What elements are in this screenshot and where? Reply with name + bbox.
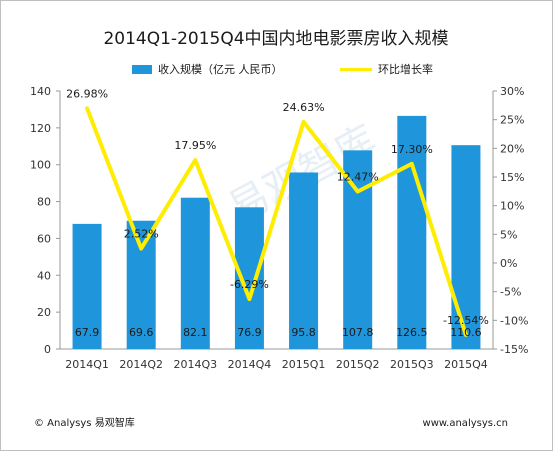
growth-rate-line: [85, 106, 468, 337]
legend-line-label: 环比增长率: [378, 62, 433, 76]
left-tick-label: 60: [37, 232, 51, 245]
left-tick-label: 20: [37, 306, 51, 319]
right-tick-label: 15%: [500, 171, 524, 184]
x-tick-label: 2015Q4: [444, 358, 488, 371]
right-tick-label: 0%: [500, 257, 517, 270]
bar: [289, 172, 319, 349]
line-series: [85, 106, 468, 337]
bar-value-label: 69.6: [129, 326, 154, 339]
line-point: [248, 298, 250, 300]
x-tick-label: 2015Q1: [282, 358, 326, 371]
chart-title: 2014Q1-2015Q4中国内地电影票房收入规模: [103, 29, 448, 49]
bar-value-label: 126.5: [396, 326, 428, 339]
bar-value-label: 76.9: [237, 326, 262, 339]
bar-value-label: 110.6: [450, 326, 482, 339]
right-tick-label: -5%: [500, 286, 521, 299]
line-value-label: 2.52%: [124, 228, 159, 241]
line-value-label: -12.54%: [443, 314, 489, 327]
right-tick-label: 20%: [500, 142, 524, 155]
line-value-label: 17.95%: [174, 139, 216, 152]
x-tick-label: 2015Q2: [336, 358, 380, 371]
x-tick-label: 2014Q4: [228, 358, 272, 371]
bar-value-label: 67.9: [75, 326, 100, 339]
bar: [180, 197, 210, 349]
right-tick-label: 30%: [500, 85, 524, 98]
line-value-label: -6.29%: [230, 278, 269, 291]
line-point: [86, 107, 88, 109]
bar: [397, 115, 427, 349]
left-tick-label: 100: [30, 159, 51, 172]
line-point: [357, 191, 359, 193]
right-tick-label: 5%: [500, 228, 517, 241]
bar: [126, 220, 156, 349]
x-tick-label: 2014Q2: [119, 358, 163, 371]
bar-value-label: 95.8: [291, 326, 316, 339]
right-tick-label: 25%: [500, 114, 524, 127]
left-tick-label: 80: [37, 196, 51, 209]
footer-right: www.analysys.cn: [423, 418, 508, 429]
right-axis-ticks: -15% -10% -5% 0% 5% 10% 15% 20% 25% 30%: [493, 85, 528, 356]
line-point: [411, 163, 413, 165]
left-axis-ticks: 0 20 40 60 80 100 120 140: [30, 85, 60, 356]
line-point: [140, 248, 142, 250]
bar-value-label: 107.8: [342, 326, 374, 339]
x-tick-label: 2014Q3: [173, 358, 217, 371]
line-value-label: 26.98%: [66, 87, 108, 100]
line-value-label: 24.63%: [283, 101, 325, 114]
footer-left: © Analysys 易观智库: [34, 416, 135, 429]
line-point: [303, 121, 305, 123]
legend-bar-label: 收入规模（亿元 人民币）: [158, 62, 283, 76]
line-point: [194, 159, 196, 161]
x-tick-label: 2015Q3: [390, 358, 434, 371]
left-tick-label: 140: [30, 85, 51, 98]
left-tick-label: 40: [37, 269, 51, 282]
right-tick-label: -10%: [500, 314, 528, 327]
left-tick-label: 120: [30, 122, 51, 135]
left-tick-label: 0: [44, 343, 51, 356]
data-labels: 67.9 69.6 82.1 76.9 95.8 107.8 126.5 110.6 26.98…: [66, 87, 489, 339]
right-tick-label: -15%: [500, 343, 528, 356]
bar-value-label: 82.1: [183, 326, 208, 339]
legend-bar-swatch: [132, 65, 152, 74]
x-tick-label: 2014Q1: [65, 358, 109, 371]
bar: [451, 145, 481, 349]
bar: [72, 223, 102, 349]
line-value-label: 12.47%: [337, 171, 379, 184]
line-value-label: 17.30%: [391, 143, 433, 156]
line-point: [465, 334, 467, 336]
bar: [343, 150, 373, 349]
x-axis-ticks: 2014Q1 2014Q2 2014Q3 2014Q4 2015Q1 2015Q2 2015…: [65, 358, 488, 371]
right-tick-label: 10%: [500, 200, 524, 213]
